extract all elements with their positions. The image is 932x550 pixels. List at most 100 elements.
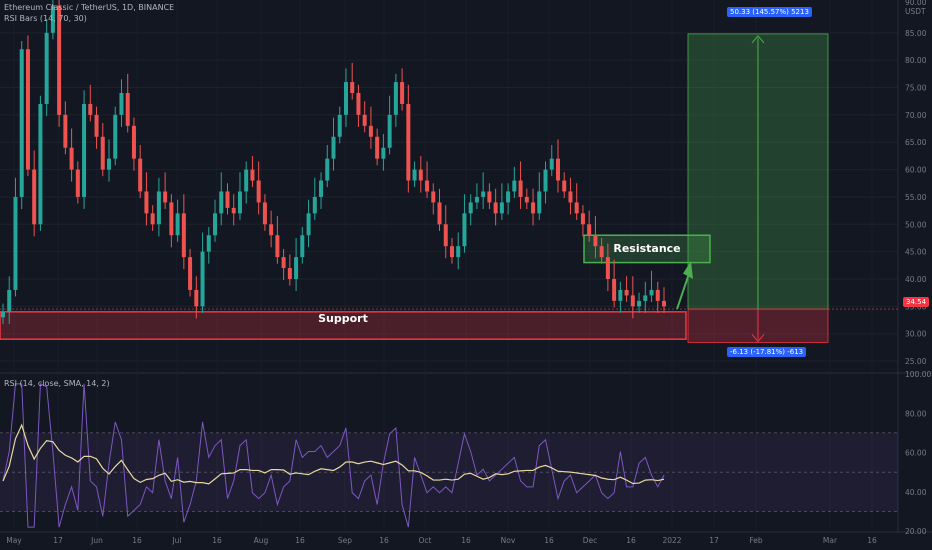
candle-body — [468, 202, 473, 214]
time-label: 16 — [379, 536, 389, 545]
candle-body — [138, 158, 143, 192]
price-top-label: 90.00 — [905, 0, 927, 7]
price-label: 70.00 — [905, 111, 927, 120]
target-tag: 50.33 (145.57%) 5213 — [727, 7, 812, 17]
candle-body — [75, 169, 80, 197]
resistance-label: Resistance — [613, 242, 681, 255]
rsi-level-label: 20.00 — [905, 527, 927, 536]
candle-body — [294, 257, 299, 279]
candle-body — [144, 191, 149, 214]
candle-body — [381, 147, 386, 159]
resistance-zone — [583, 234, 711, 264]
candle-body — [443, 224, 448, 247]
price-label: 65.00 — [905, 138, 927, 147]
candle-body — [375, 136, 380, 159]
candle-body — [499, 202, 504, 214]
candle-body — [331, 136, 336, 159]
candle-body — [175, 213, 180, 236]
price-label: 75.00 — [905, 84, 927, 93]
candle-body — [275, 235, 280, 258]
candle-body — [50, 5, 55, 33]
rsi-level-label: 80.00 — [905, 409, 927, 418]
annotation-zones — [0, 33, 898, 343]
price-label: 80.00 — [905, 56, 927, 65]
time-label: Dec — [583, 536, 598, 545]
symbol-legend: Ethereum Classic / TetherUS, 1D, BINANCE — [4, 3, 175, 12]
candle-body — [474, 196, 479, 203]
price-label: 25.00 — [905, 357, 927, 366]
candle-body — [188, 257, 193, 290]
time-label: May — [6, 536, 22, 545]
candle-body — [19, 49, 24, 197]
price-label: 30.00 — [905, 330, 927, 339]
candle-body — [524, 196, 529, 203]
candle-body — [662, 300, 666, 307]
candle-body — [25, 49, 30, 170]
candle-body — [237, 191, 242, 214]
time-label: Jul — [171, 536, 181, 545]
rsi-ma-line — [2, 423, 665, 485]
candle-body — [287, 268, 292, 279]
indicator-legend: RSI Bars (14, 70, 30) — [4, 14, 87, 23]
candle-body — [655, 289, 660, 301]
candle-body — [113, 114, 118, 159]
candle-body — [599, 246, 604, 258]
price-label: 60.00 — [905, 166, 927, 175]
time-label: 16 — [867, 536, 877, 545]
candle-body — [493, 202, 498, 214]
breakout-arrow — [676, 270, 691, 310]
candle-body — [63, 114, 68, 148]
candle-body — [244, 169, 249, 192]
candle-body — [449, 246, 454, 258]
candle-body — [1, 311, 5, 318]
candle-body — [337, 114, 342, 137]
candle-body — [425, 180, 430, 192]
stop-tag: -6.13 (-17.81%) -613 — [727, 347, 807, 357]
candle-body — [82, 103, 87, 197]
candle-body — [262, 202, 267, 225]
time-axis: May 17 Jun 16 Jul 16 Aug 16 Sep 16 Oct 16 Nov 16 Dec 16… — [6, 536, 877, 545]
candle-body — [412, 169, 417, 181]
last-price-tag: 34.54 — [903, 297, 930, 307]
time-label: 16 — [132, 536, 142, 545]
candle-body — [555, 158, 560, 181]
candle-body — [69, 147, 74, 170]
candle-body — [368, 125, 373, 137]
candle-body — [487, 191, 492, 203]
price-label: 55.00 — [905, 193, 927, 202]
time-label: Nov — [501, 536, 516, 545]
candle-body — [163, 191, 168, 203]
time-label: Jun — [90, 536, 103, 545]
time-label: 16 — [295, 536, 305, 545]
candle-body — [194, 289, 199, 307]
candle-body — [418, 169, 423, 181]
candle-body — [107, 158, 112, 170]
candle-body — [119, 93, 124, 115]
candle-body — [100, 136, 105, 170]
time-label: 16 — [544, 536, 554, 545]
currency-label: USDT — [905, 7, 926, 16]
candle-body — [549, 158, 554, 170]
candle-body — [13, 196, 18, 290]
support-label: Support — [318, 312, 368, 325]
breakout-arrowhead — [683, 260, 693, 279]
rsi-line — [2, 383, 665, 528]
price-label: 40.00 — [905, 275, 927, 284]
time-label: 2022 — [662, 536, 681, 545]
candle-body — [512, 180, 517, 192]
candle-body — [649, 289, 654, 296]
candle-body — [587, 224, 592, 236]
candle-body — [281, 257, 286, 269]
rsi-level-label: 60.00 — [905, 449, 927, 458]
candle-body — [156, 191, 161, 225]
rsi-level-label: 40.00 — [905, 488, 927, 497]
candle-body — [206, 235, 211, 252]
rsi-band — [0, 432, 898, 512]
candle-body — [518, 180, 523, 197]
candle-body — [306, 213, 311, 236]
candle-body — [350, 82, 355, 93]
target-arrowhead — [751, 35, 765, 44]
candle-body — [250, 169, 255, 181]
candle-body — [643, 295, 648, 301]
